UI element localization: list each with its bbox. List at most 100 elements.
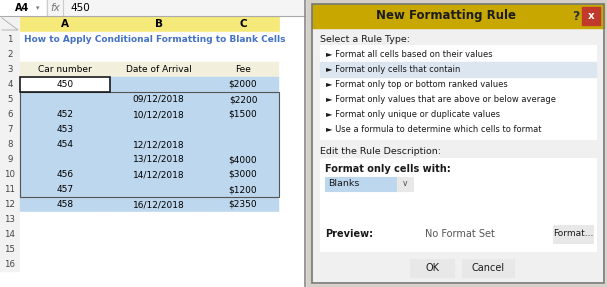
Bar (0, 212, 20, 227)
Bar (110, 137, 207, 152)
Text: 10/12/2018: 10/12/2018 (132, 110, 185, 119)
Bar (0, 92, 20, 107)
Text: Format only cells with:: Format only cells with: (325, 164, 451, 174)
Bar (110, 197, 207, 212)
Text: Select a Rule Type:: Select a Rule Type: (320, 34, 410, 44)
Text: 457: 457 (56, 185, 73, 194)
Text: C: C (239, 19, 247, 29)
Bar (0, 122, 20, 137)
Text: No Format Set: No Format Set (425, 229, 495, 239)
Bar (20, 107, 110, 122)
Bar (110, 62, 207, 77)
Bar (462, 259, 514, 277)
Text: 09/12/2018: 09/12/2018 (132, 95, 185, 104)
Bar (0, 152, 20, 167)
Bar (207, 16, 279, 32)
Bar (110, 167, 207, 182)
Bar (312, 4, 604, 28)
Bar (372, 225, 548, 243)
Text: 15: 15 (4, 245, 16, 254)
Bar (110, 107, 207, 122)
Text: A4: A4 (15, 3, 29, 13)
Bar (20, 77, 110, 92)
Text: ▾: ▾ (36, 5, 39, 11)
Text: ► Format only cells that contain: ► Format only cells that contain (326, 65, 460, 74)
Bar (0, 0, 305, 287)
Bar (207, 152, 279, 167)
Bar (110, 242, 207, 257)
Text: $1500: $1500 (229, 110, 257, 119)
Bar (0, 197, 20, 212)
Bar (397, 177, 413, 191)
Text: 454: 454 (56, 140, 73, 149)
Bar (207, 77, 279, 92)
Bar (20, 242, 110, 257)
Text: Date of Arrival: Date of Arrival (126, 65, 191, 74)
Text: Car number: Car number (38, 65, 92, 74)
Text: Format...: Format... (553, 230, 593, 238)
Bar (410, 259, 454, 277)
Bar (553, 225, 593, 243)
Text: 2: 2 (7, 50, 13, 59)
Text: 12/12/2018: 12/12/2018 (133, 140, 185, 149)
Text: Blanks: Blanks (328, 179, 359, 189)
Bar (207, 92, 279, 107)
Bar (0, 167, 20, 182)
Bar (207, 242, 279, 257)
Text: Fee: Fee (235, 65, 251, 74)
Bar (207, 122, 279, 137)
Text: 4: 4 (7, 80, 13, 89)
Bar (20, 47, 110, 62)
Bar (0, 77, 20, 92)
Text: 458: 458 (56, 200, 73, 209)
Bar (110, 182, 207, 197)
Bar (20, 182, 110, 197)
Bar (320, 45, 596, 139)
Bar (110, 227, 207, 242)
Text: 12: 12 (4, 200, 16, 209)
Bar (207, 47, 279, 62)
Text: Preview:: Preview: (325, 229, 373, 239)
Text: 450: 450 (70, 3, 90, 13)
Text: 7: 7 (7, 125, 13, 134)
Bar (110, 152, 207, 167)
Bar (110, 212, 207, 227)
Bar (207, 257, 279, 272)
Text: $2200: $2200 (229, 95, 257, 104)
Bar (110, 122, 207, 137)
Text: 14: 14 (4, 230, 16, 239)
Text: 3: 3 (7, 65, 13, 74)
Bar (20, 167, 110, 182)
Bar (110, 77, 207, 92)
Bar (20, 77, 110, 92)
Bar (20, 92, 279, 197)
Bar (20, 62, 110, 77)
Text: ► Format only top or bottom ranked values: ► Format only top or bottom ranked value… (326, 80, 507, 89)
Bar (325, 177, 397, 191)
Bar (0, 0, 305, 16)
Bar (20, 197, 110, 212)
Text: ► Format all cells based on their values: ► Format all cells based on their values (326, 50, 493, 59)
Bar (207, 62, 279, 77)
Bar (320, 62, 596, 77)
Text: 10: 10 (4, 170, 16, 179)
Text: 13/12/2018: 13/12/2018 (132, 155, 185, 164)
Text: $2000: $2000 (229, 80, 257, 89)
Text: Cancel: Cancel (472, 263, 504, 273)
Text: 13: 13 (4, 215, 16, 224)
Bar (110, 47, 207, 62)
Bar (0, 62, 20, 77)
Text: 450: 450 (56, 80, 73, 89)
Text: 453: 453 (56, 125, 73, 134)
Bar (0, 137, 20, 152)
Text: 456: 456 (56, 170, 73, 179)
Text: 5: 5 (7, 95, 13, 104)
Bar (0, 227, 20, 242)
Bar (20, 152, 110, 167)
Bar (207, 227, 279, 242)
Text: 1: 1 (7, 35, 13, 44)
Text: 6: 6 (7, 110, 13, 119)
Bar (20, 227, 110, 242)
Bar (207, 197, 279, 212)
Bar (582, 7, 600, 25)
